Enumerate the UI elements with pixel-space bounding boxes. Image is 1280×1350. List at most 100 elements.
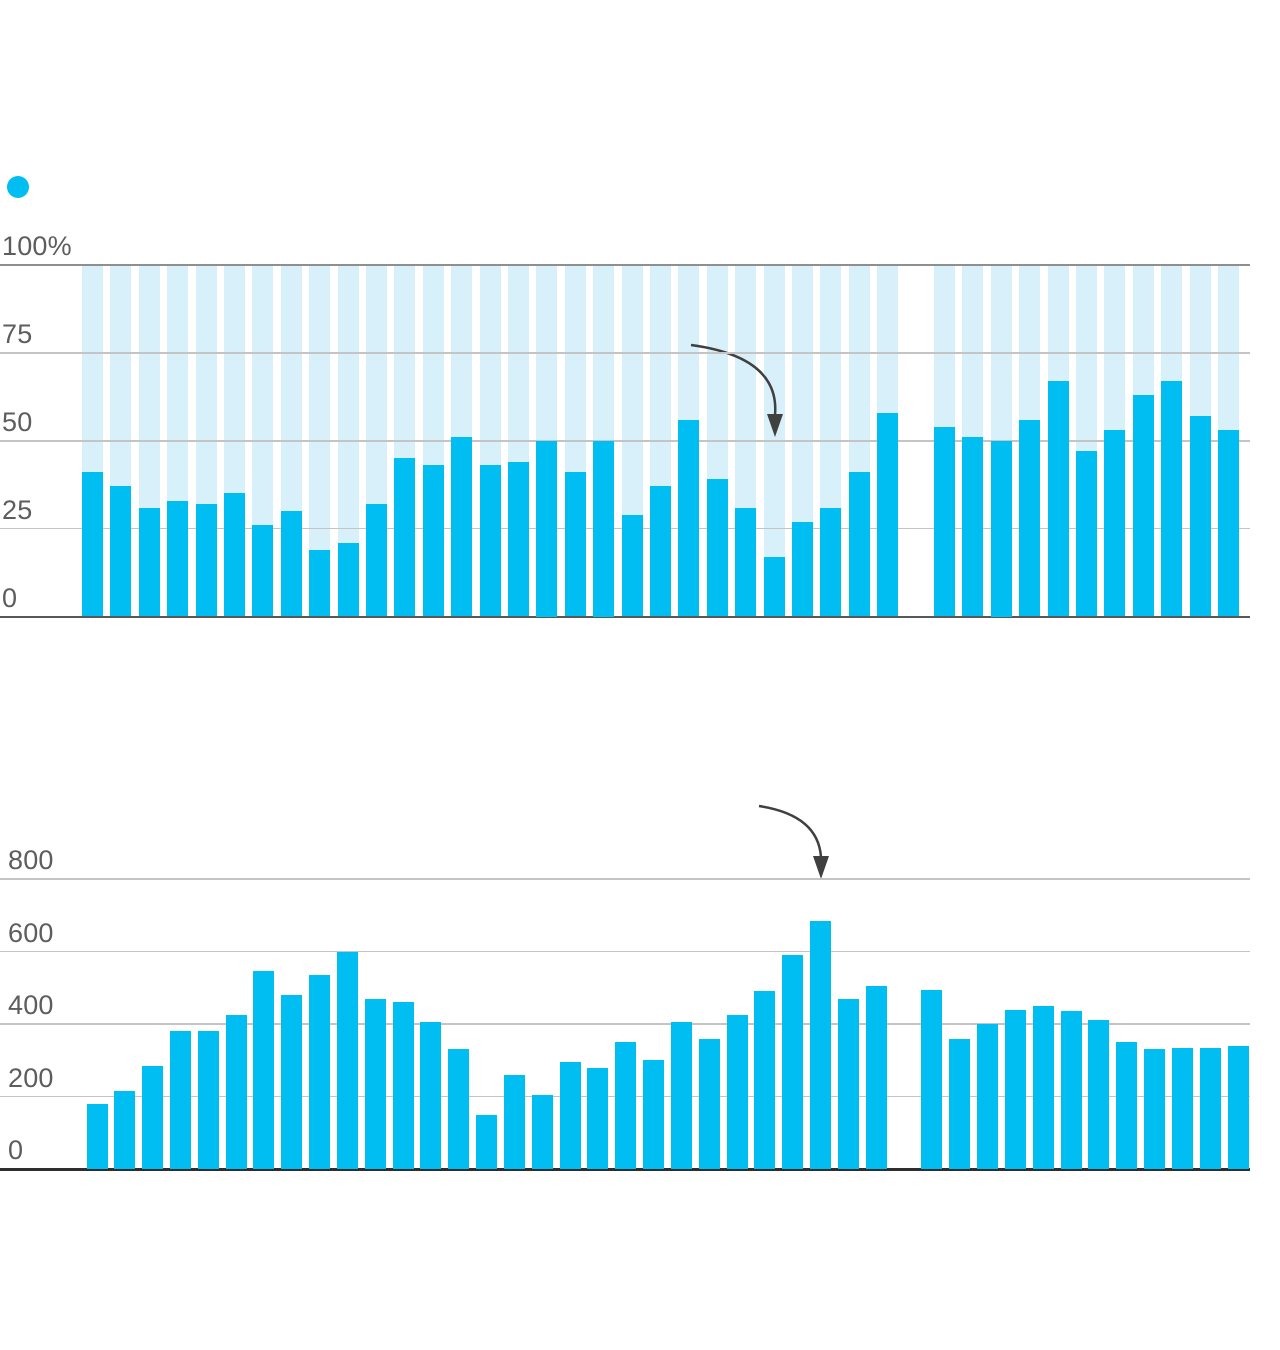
bar — [678, 419, 700, 617]
bar — [281, 995, 303, 1169]
gridline-y-75 — [0, 352, 1250, 354]
bar — [1227, 1045, 1249, 1169]
bar — [479, 465, 501, 617]
bar — [82, 472, 103, 617]
bar — [1171, 1047, 1193, 1169]
gridline-y-100 — [0, 264, 1250, 266]
bar — [366, 504, 387, 617]
bar — [1116, 1042, 1138, 1169]
bar — [593, 440, 615, 617]
bar — [252, 525, 274, 617]
bar — [309, 975, 331, 1169]
bar — [1047, 380, 1069, 617]
bar — [726, 1014, 748, 1169]
bar — [422, 465, 444, 617]
bar — [224, 493, 245, 617]
gridline-y-50 — [0, 440, 1250, 442]
bar — [476, 1114, 498, 1169]
bar — [169, 1031, 191, 1169]
gridline-y-0 — [0, 1167, 1250, 1171]
bar — [392, 1002, 414, 1169]
y-axis-tick-label: 200 — [8, 1062, 54, 1093]
bar — [253, 971, 275, 1169]
bar — [735, 507, 757, 617]
bar — [621, 514, 643, 617]
bar — [977, 1024, 999, 1169]
bar — [1088, 1020, 1110, 1169]
y-axis-tick-label: 800 — [8, 845, 54, 875]
bar — [451, 437, 473, 617]
bar — [394, 458, 416, 617]
bar — [86, 1103, 108, 1169]
bar — [763, 556, 785, 617]
bar — [559, 1062, 581, 1169]
y-axis-tick-label: 600 — [8, 917, 54, 948]
bar — [531, 1094, 553, 1169]
bar — [536, 440, 558, 617]
bar — [336, 951, 358, 1169]
legend-marker-dot — [7, 176, 29, 198]
y-axis-tick-label: 0 — [8, 1135, 24, 1165]
bar — [865, 985, 887, 1169]
bar — [934, 426, 955, 617]
bar — [420, 1022, 442, 1169]
bar — [877, 412, 899, 617]
gridline-y-800 — [0, 878, 1250, 880]
y-axis-tick-label: 50 — [2, 406, 33, 437]
bar — [810, 920, 832, 1169]
bar — [949, 1038, 971, 1169]
bar — [1132, 395, 1154, 617]
bar — [1161, 380, 1183, 617]
bar — [962, 437, 984, 617]
bar — [1189, 416, 1211, 617]
bar — [167, 500, 189, 617]
y-axis-tick-label: 25 — [2, 494, 33, 525]
bar — [195, 504, 217, 617]
bar — [848, 472, 870, 617]
bar — [1076, 451, 1097, 617]
bar — [698, 1038, 720, 1169]
bar — [114, 1091, 136, 1169]
annotation-arrow-bottom-icon — [758, 804, 829, 879]
y-axis-tick-label: 400 — [8, 990, 54, 1020]
bar — [1019, 419, 1041, 617]
bar — [1104, 430, 1126, 617]
bar — [110, 486, 132, 617]
bar — [280, 511, 302, 617]
bar — [309, 549, 331, 617]
gridline-y-400 — [0, 1023, 1250, 1025]
bar — [820, 507, 842, 617]
bar — [1060, 1011, 1082, 1169]
bar — [643, 1060, 665, 1169]
bar — [670, 1022, 692, 1169]
bar — [782, 955, 804, 1169]
bar — [650, 486, 671, 617]
bar — [706, 479, 728, 617]
bar — [754, 991, 776, 1169]
y-axis-tick-label: 0 — [2, 582, 18, 613]
bar — [564, 472, 586, 617]
bar — [225, 1014, 247, 1169]
bar — [364, 998, 386, 1169]
bar — [1199, 1047, 1221, 1169]
gridline-y-600 — [0, 950, 1250, 953]
bar — [138, 507, 160, 617]
bar — [615, 1042, 637, 1169]
y-axis-tick-label: 75 — [2, 318, 33, 349]
bar — [1004, 1009, 1026, 1169]
bar — [508, 461, 529, 617]
bar — [197, 1031, 219, 1169]
bar — [337, 542, 359, 617]
bar — [921, 989, 943, 1169]
gridline-y-0 — [0, 615, 1250, 618]
bar — [587, 1067, 609, 1169]
bar — [503, 1074, 525, 1169]
bar — [1144, 1049, 1166, 1169]
bar — [1218, 430, 1239, 617]
bar — [792, 521, 813, 617]
bar — [1032, 1005, 1054, 1169]
y-axis-tick-label: 100% — [2, 231, 72, 261]
